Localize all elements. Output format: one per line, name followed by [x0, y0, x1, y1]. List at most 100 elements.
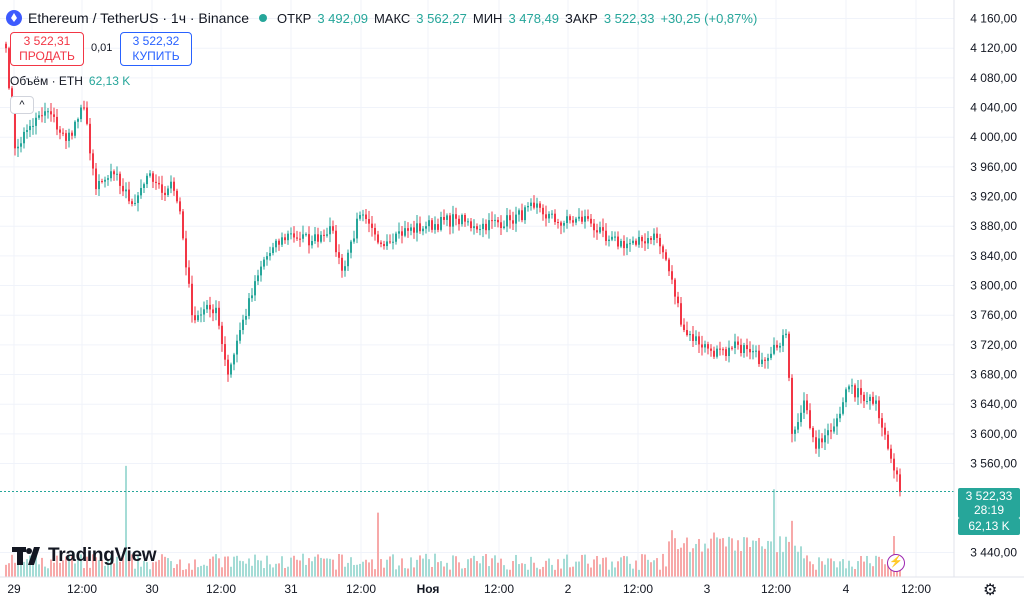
candle-body [476, 226, 478, 230]
volume-bar [704, 543, 706, 577]
high-value: 3 562,27 [416, 10, 467, 26]
candle-body [5, 43, 7, 49]
volume-bar [92, 554, 94, 577]
candle-body [317, 234, 319, 242]
price-tick-label: 3 600,00 [970, 427, 1017, 441]
volume-bar [773, 489, 775, 577]
volume-bar [518, 564, 520, 577]
candle-body [452, 214, 454, 227]
volume-bar [293, 555, 295, 577]
volume-legend-value: 62,13 K [88, 74, 131, 88]
candle-body [119, 173, 121, 186]
volume-bar [269, 564, 271, 577]
volume-bar [383, 567, 385, 577]
candle-body [461, 215, 463, 225]
volume-bar [857, 561, 859, 577]
volume-bar [419, 555, 421, 577]
volume-bar [179, 559, 181, 577]
volume-bar [305, 564, 307, 577]
candle-body [185, 238, 187, 268]
candle-body [233, 354, 235, 365]
sell-button[interactable]: 3 522,31 ПРОДАТЬ [10, 32, 84, 66]
volume-bar [692, 548, 694, 577]
gear-icon[interactable]: ⚙ [983, 582, 998, 599]
price-tick-label: 3 960,00 [970, 160, 1017, 174]
volume-bar [200, 565, 202, 577]
volume-bar [332, 559, 334, 577]
candle-body [851, 385, 853, 387]
candle-body [557, 221, 559, 223]
candle-body [830, 430, 832, 432]
volume-bar [326, 558, 328, 577]
tradingview-logo[interactable]: TradingView [12, 544, 157, 568]
volume-bar [734, 550, 736, 577]
lightning-icon[interactable]: ⚡ [887, 554, 905, 572]
volume-legend[interactable]: Объём · ETH 62,13 K [10, 74, 130, 88]
candle-body [473, 226, 475, 229]
volume-bar [587, 563, 589, 577]
volume-bar [647, 559, 649, 577]
time-tick-label: Ноя [417, 582, 440, 596]
volume-bar [41, 557, 43, 577]
volume-bar [266, 555, 268, 577]
candle-body [740, 344, 742, 354]
volume-bar [224, 556, 226, 577]
volume-bar [272, 567, 274, 577]
candle-body [821, 438, 823, 443]
buy-button[interactable]: 3 522,32 КУПИТЬ [120, 32, 192, 66]
volume-bar [203, 564, 205, 577]
volume-bar [413, 567, 415, 577]
candle-body [512, 220, 514, 224]
volume-bar [731, 538, 733, 577]
candle-body [200, 314, 202, 316]
volume-bar [347, 562, 349, 577]
volume-bar [119, 561, 121, 577]
candle-body [380, 242, 382, 245]
candle-body [176, 190, 178, 202]
volume-bar [689, 551, 691, 577]
candle-body [290, 233, 292, 235]
volume-bar [56, 555, 58, 577]
candle-body [107, 178, 109, 180]
candle-body [464, 215, 466, 222]
candle-body [293, 233, 295, 238]
volume-bar [539, 569, 541, 577]
symbol-title[interactable]: Ethereum / TetherUS · 1ч · Binance [28, 10, 250, 26]
price-tick-label: 4 000,00 [970, 130, 1017, 144]
candle-body [359, 215, 361, 219]
candle-body [656, 233, 658, 238]
price-tick-label: 4 160,00 [970, 12, 1017, 26]
volume-bar [11, 554, 13, 577]
volume-bar [68, 555, 70, 577]
volume-bar [776, 552, 778, 577]
volume-bar [281, 556, 283, 577]
candle-body [587, 216, 589, 219]
candle-body [458, 218, 460, 225]
candle-body [20, 143, 22, 147]
candle-body [842, 402, 844, 414]
volume-bar [410, 557, 412, 577]
candle-body [572, 220, 574, 223]
volume-bar [815, 569, 817, 577]
candle-body [767, 357, 769, 361]
volume-legend-label: Объём · ETH [10, 74, 83, 88]
volume-bar [320, 557, 322, 577]
bar-countdown: 28:19 [973, 503, 1005, 517]
volume-bar [152, 562, 154, 577]
volume-bar [515, 554, 517, 577]
candle-body [122, 185, 124, 192]
candle-body [425, 226, 427, 229]
candle-body [575, 218, 577, 223]
candle-body [410, 227, 412, 231]
volume-bar [752, 540, 754, 577]
volume-bar [470, 558, 472, 577]
collapse-legend-icon[interactable]: ^ [10, 96, 34, 114]
candle-body [560, 222, 562, 226]
volume-bar [110, 555, 112, 577]
volume-bars [5, 465, 901, 577]
candle-body [101, 180, 103, 182]
volume-bar [644, 554, 646, 577]
candle-body [17, 146, 19, 149]
candle-body [320, 234, 322, 242]
